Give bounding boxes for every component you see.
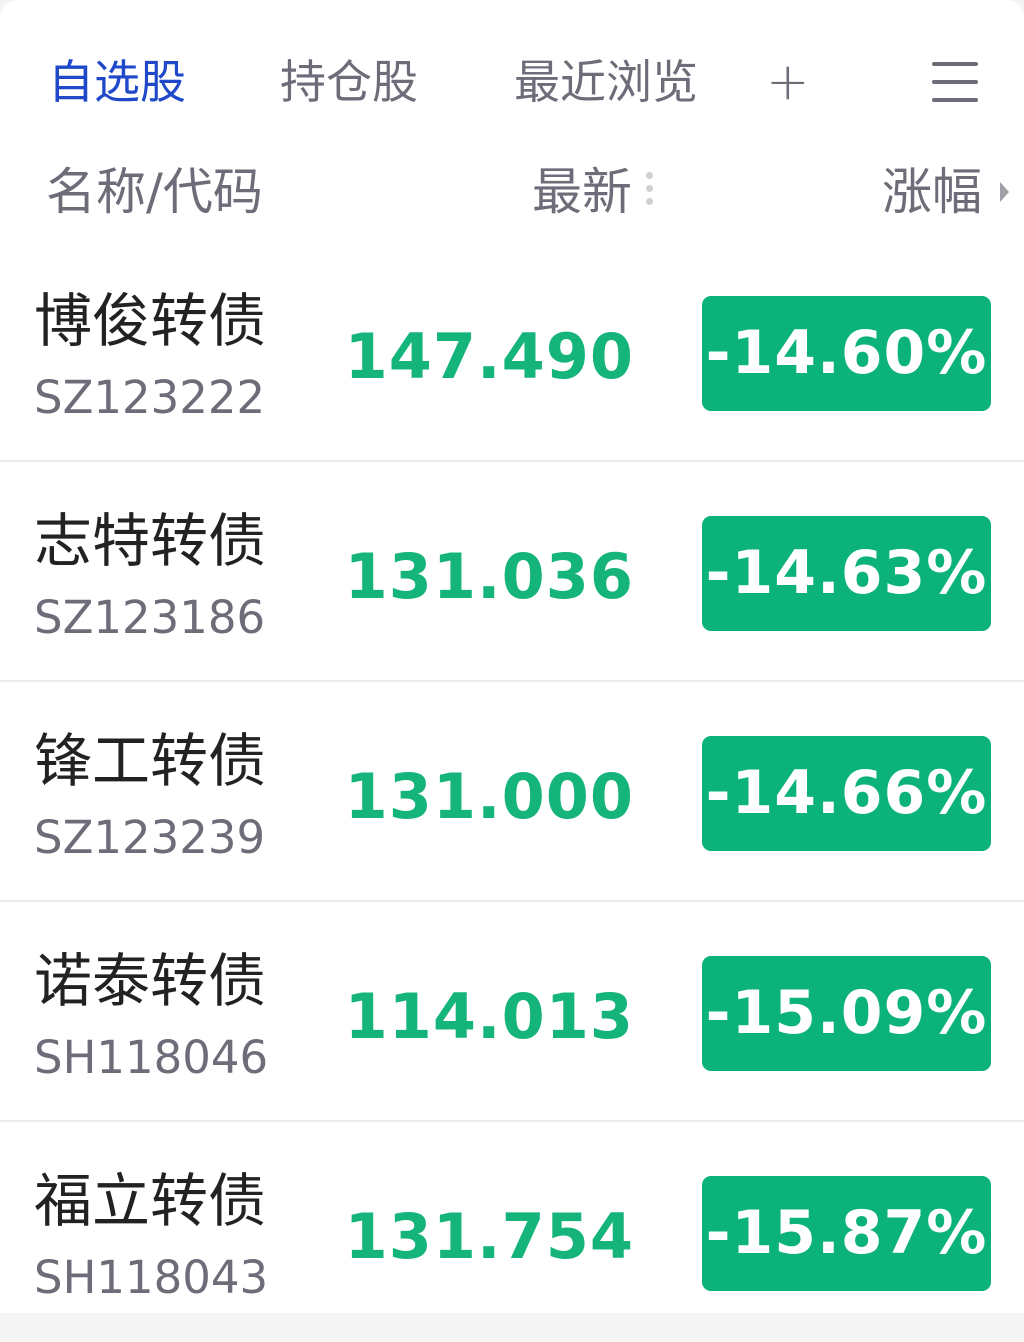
stock-price: 114.013	[344, 980, 634, 1053]
stock-row[interactable]: 福立转债 SH118043 131.754 -15.87%	[0, 1122, 1024, 1342]
tab-watchlist[interactable]: 自选股	[48, 55, 186, 109]
column-header-latest[interactable]: 最新	[532, 163, 632, 221]
stock-name: 博俊转债	[34, 287, 267, 355]
change-badge[interactable]: -15.09%	[702, 956, 991, 1071]
stock-code: SH118046	[34, 1031, 269, 1084]
stock-code: SZ123186	[34, 591, 266, 644]
change-badge[interactable]: -14.66%	[702, 736, 991, 851]
tab-bar: 自选股 持仓股 最近浏览 +	[0, 50, 1024, 114]
stock-row[interactable]: 博俊转债 SZ123222 147.490 -14.60%	[0, 242, 1024, 462]
menu-icon[interactable]	[932, 62, 978, 102]
stock-row[interactable]: 诺泰转债 SH118046 114.013 -15.09%	[0, 902, 1024, 1122]
column-header-change[interactable]: 涨幅	[882, 163, 982, 221]
change-badge[interactable]: -15.87%	[702, 1176, 991, 1291]
sort-dots-icon[interactable]	[646, 172, 654, 211]
stock-price: 131.036	[344, 540, 634, 613]
stock-code: SZ123222	[34, 371, 266, 424]
stock-code: SZ123239	[34, 811, 266, 864]
stock-name: 福立转债	[34, 1167, 267, 1235]
column-header-name: 名称/代码	[46, 163, 263, 221]
stock-name: 锋工转债	[34, 727, 267, 795]
change-badge[interactable]: -14.63%	[702, 516, 991, 631]
stock-row[interactable]: 志特转债 SZ123186 131.036 -14.63%	[0, 462, 1024, 682]
watchlist-card: 自选股 持仓股 最近浏览 + 名称/代码 最新 涨幅 博俊转债 SZ123222…	[0, 0, 1024, 1313]
stock-code: SH118043	[34, 1251, 269, 1304]
tab-holdings[interactable]: 持仓股	[280, 55, 418, 109]
stock-price: 131.000	[344, 760, 634, 833]
add-tab-button[interactable]: +	[766, 52, 810, 112]
scroll-right-arrow-icon[interactable]	[1000, 182, 1009, 202]
stock-row[interactable]: 锋工转债 SZ123239 131.000 -14.66%	[0, 682, 1024, 902]
stock-price: 131.754	[344, 1200, 634, 1273]
stock-price: 147.490	[344, 320, 634, 393]
stock-name: 诺泰转债	[34, 947, 267, 1015]
change-badge[interactable]: -14.60%	[702, 296, 991, 411]
tab-recent[interactable]: 最近浏览	[514, 55, 698, 109]
stock-name: 志特转债	[34, 507, 267, 575]
